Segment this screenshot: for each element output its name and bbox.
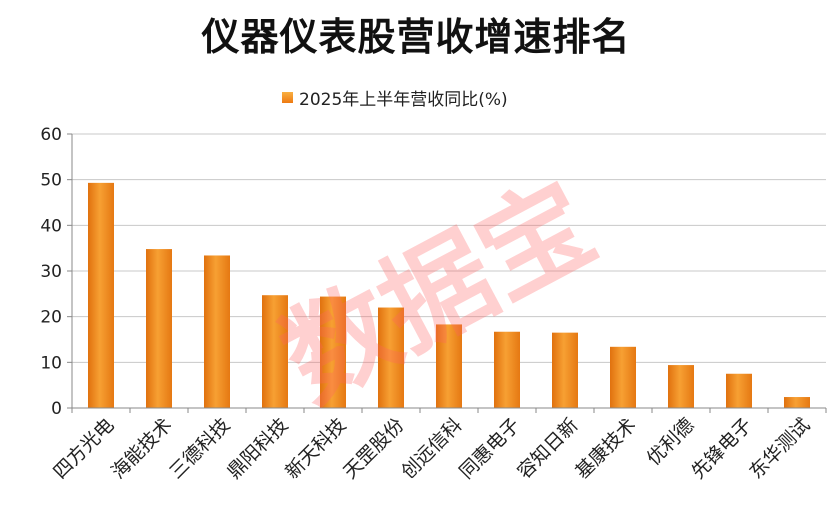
legend-swatch	[282, 91, 293, 103]
x-tick-label: 新天科技	[281, 414, 350, 483]
bar-2	[146, 249, 172, 408]
legend-label: 2025年上半年营收同比(%)	[299, 89, 508, 110]
bar-4	[262, 295, 288, 408]
bar-6	[378, 307, 404, 408]
x-tick-label: 容知日新	[513, 414, 582, 483]
y-tick-label: 20	[40, 308, 62, 328]
x-tick-label: 四方光电	[49, 414, 118, 483]
y-axis: 0 10 20 30 40 50 60	[40, 125, 73, 419]
bar-11	[668, 365, 694, 408]
chart-title: 仪器仪表股营收增速排名	[201, 15, 631, 59]
bar-9	[552, 332, 578, 408]
bars	[88, 182, 810, 408]
x-tick-label: 三德科技	[165, 414, 234, 483]
bar-5	[320, 296, 346, 408]
legend: 2025年上半年营收同比(%)	[282, 86, 508, 110]
bar-7	[436, 324, 462, 408]
bar-10	[610, 346, 636, 408]
bar-3	[204, 255, 230, 408]
bar-1	[88, 182, 114, 408]
x-tick-label: 海能技术	[107, 414, 176, 483]
bar-8	[494, 331, 520, 408]
x-tick-label: 同惠电子	[455, 414, 524, 483]
x-tick-label: 创远信科	[397, 414, 466, 483]
bar-12	[726, 373, 752, 408]
x-tick-label: 先锋电子	[687, 414, 756, 483]
y-tick-label: 40	[40, 216, 62, 236]
y-tick-label: 60	[40, 125, 62, 145]
x-tick-label: 基康技术	[571, 414, 640, 483]
x-axis: 四方光电海能技术三德科技鼎阳科技新天科技天罡股份创远信科同惠电子容知日新基康技术…	[49, 407, 827, 483]
x-tick-label: 天罡股份	[339, 414, 408, 483]
y-tick-label: 10	[40, 353, 62, 373]
bar-13	[784, 397, 810, 408]
y-tick-label: 50	[40, 171, 62, 191]
x-tick-label: 优利德	[643, 414, 699, 470]
y-tick-label: 0	[51, 399, 62, 419]
x-tick-label: 鼎阳科技	[223, 414, 292, 483]
x-tick-label: 东华测试	[745, 414, 814, 483]
y-tick-label: 30	[40, 262, 62, 282]
